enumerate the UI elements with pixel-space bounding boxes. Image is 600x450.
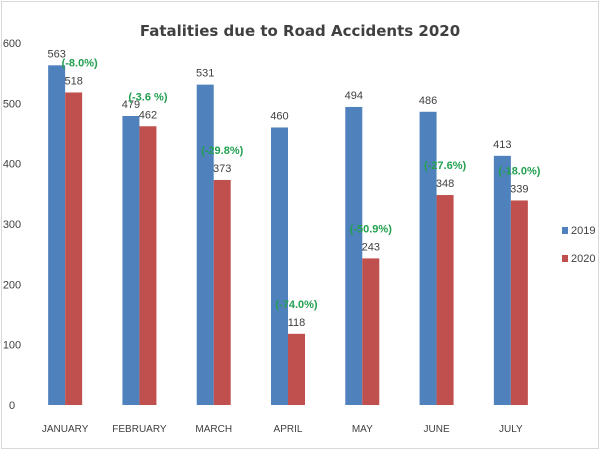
bar-2020 <box>139 126 157 405</box>
legend-label: 2020 <box>571 253 595 265</box>
bar-2019 <box>48 65 66 405</box>
bar-2020 <box>362 258 380 405</box>
chart-title: Fatalities due to Road Accidents 2020 <box>140 22 460 40</box>
data-label: 518 <box>64 75 82 87</box>
y-tick-label: 300 <box>3 219 21 231</box>
bar-2019 <box>122 116 140 406</box>
percent-change-label: (-50.9%) <box>350 223 393 235</box>
data-label: 486 <box>419 95 437 107</box>
data-label: 479 <box>122 99 140 111</box>
legend-label: 2019 <box>571 225 595 237</box>
bar-2019 <box>196 84 214 405</box>
y-tick-label: 0 <box>9 400 15 412</box>
bar-2019 <box>345 106 363 405</box>
legend-swatch-2020 <box>562 255 568 262</box>
data-label: 413 <box>493 139 511 151</box>
y-tick-label: 100 <box>3 340 21 352</box>
x-tick-label: FEBRUARY <box>112 424 167 435</box>
bar-2020 <box>213 179 231 405</box>
bar-2020 <box>510 200 528 405</box>
data-label: 494 <box>345 90 363 102</box>
percent-change-label: (-74.0%) <box>275 299 318 311</box>
data-label: 118 <box>288 317 306 329</box>
y-tick-label: 200 <box>3 279 21 291</box>
data-label: 531 <box>196 68 214 80</box>
percent-change-label: (-8.0%) <box>62 57 98 69</box>
bar-2020 <box>65 92 83 406</box>
x-tick-label: MARCH <box>195 424 232 435</box>
bar-2019 <box>419 111 437 405</box>
data-label: 460 <box>270 110 288 122</box>
y-tick-label: 500 <box>3 98 21 110</box>
x-tick-label: JULY <box>499 424 523 435</box>
y-tick-label: 600 <box>3 38 21 50</box>
x-tick-label: JUNE <box>424 424 450 435</box>
data-label: 373 <box>213 163 231 175</box>
bar-2019 <box>271 127 288 405</box>
x-tick-label: MAY <box>352 424 373 435</box>
y-tick-label: 400 <box>3 159 21 171</box>
bar-2020 <box>436 195 454 405</box>
percent-change-label: (-3.6 %) <box>128 91 167 103</box>
bar-2019 <box>493 155 511 405</box>
data-label: 339 <box>510 183 528 195</box>
legend-swatch-2019 <box>562 227 568 234</box>
percent-change-label: (-29.8%) <box>201 145 244 157</box>
bar-2020 <box>288 333 305 405</box>
data-label: 348 <box>436 178 454 190</box>
percent-change-label: (-18.0%) <box>498 165 541 177</box>
data-label: 563 <box>47 48 65 60</box>
x-tick-label: JANUARY <box>42 424 89 435</box>
data-label: 462 <box>139 109 157 121</box>
percent-change-label: (-27.6%) <box>424 160 467 172</box>
x-tick-label: APRIL <box>274 424 303 435</box>
data-label: 243 <box>362 241 380 253</box>
